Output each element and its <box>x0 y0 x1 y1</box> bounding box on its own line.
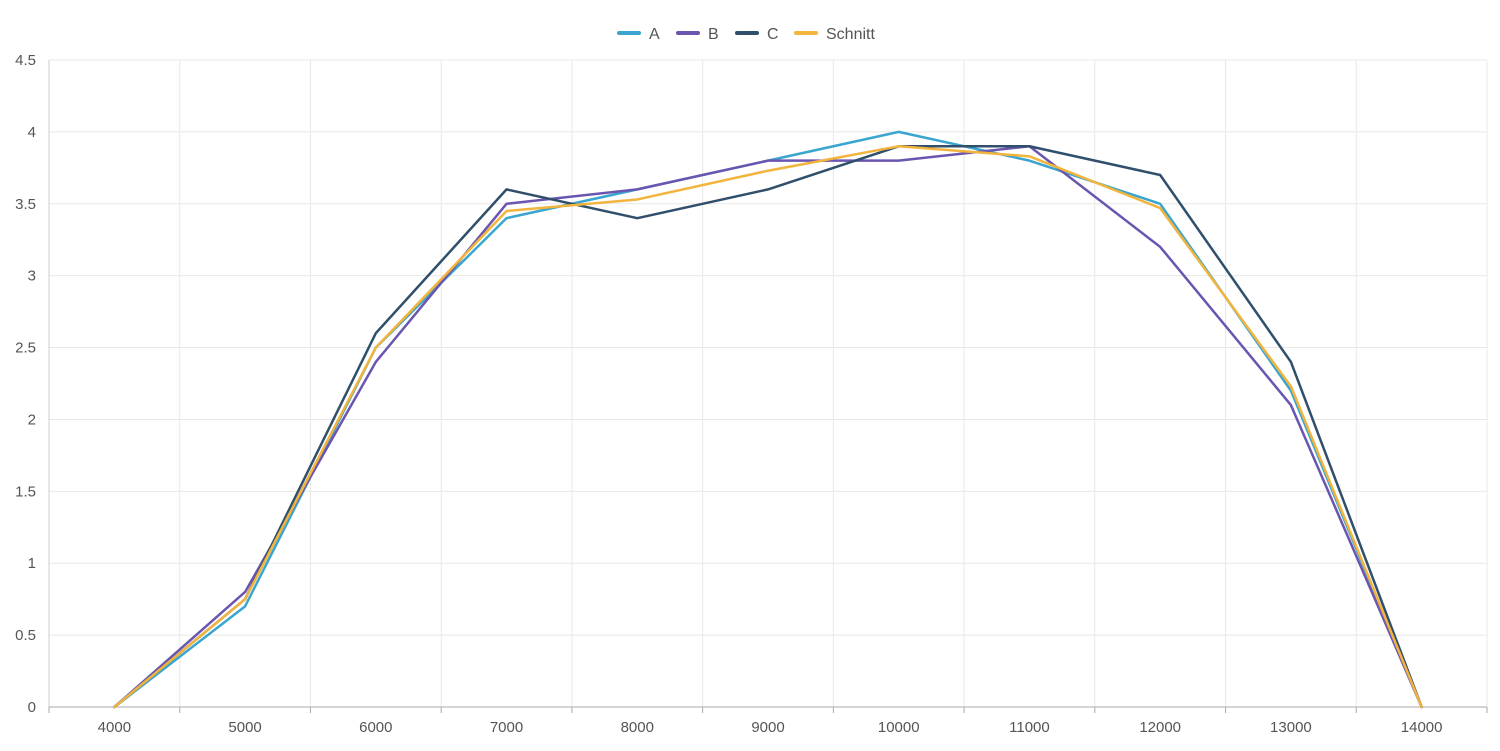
y-tick-label: 4 <box>28 124 36 141</box>
y-tick-label: 0.5 <box>15 627 36 644</box>
y-tick-label: 2.5 <box>15 340 36 357</box>
x-tick-label: 14000 <box>1401 719 1443 736</box>
y-tick-label: 1 <box>28 555 36 572</box>
x-tick-label: 8000 <box>621 719 654 736</box>
legend: A B C Schnitt <box>617 26 875 43</box>
y-tick-label: 2 <box>28 411 36 428</box>
axes: 0 0.5 1 1.5 2 2.5 3 3.5 4 4.5 4000 5000 6000 7000 8000… <box>15 52 1488 736</box>
y-tick-label: 3.5 <box>15 196 36 213</box>
series-lines <box>113 130 1423 709</box>
x-tick-label: 9000 <box>751 719 784 736</box>
series-line-schnitt[interactable] <box>113 145 1423 709</box>
y-tick-label: 0 <box>28 699 36 716</box>
x-tick-label: 5000 <box>228 719 261 736</box>
series-line-c[interactable] <box>113 145 1423 709</box>
legend-item-a[interactable]: A <box>617 26 660 43</box>
legend-item-c[interactable]: C <box>735 26 779 43</box>
x-tick-label: 13000 <box>1270 719 1312 736</box>
series-line-b[interactable] <box>113 145 1423 709</box>
y-tick-label: 1.5 <box>15 483 36 500</box>
y-tick-label: 3 <box>28 268 36 285</box>
legend-label: B <box>708 26 719 43</box>
legend-item-b[interactable]: B <box>676 26 719 43</box>
y-tick-label: 4.5 <box>15 52 36 69</box>
legend-label: Schnitt <box>826 26 875 43</box>
legend-label: C <box>767 26 779 43</box>
x-tick-label: 4000 <box>98 719 131 736</box>
legend-item-schnitt[interactable]: Schnitt <box>794 26 875 43</box>
x-tick-label: 11000 <box>1009 719 1050 736</box>
x-tick-label: 10000 <box>878 719 920 736</box>
grid <box>48 59 1488 707</box>
x-tick-label: 6000 <box>359 719 392 736</box>
x-tick-label: 7000 <box>490 719 523 736</box>
x-tick-label: 12000 <box>1139 719 1181 736</box>
legend-label: A <box>649 26 660 43</box>
